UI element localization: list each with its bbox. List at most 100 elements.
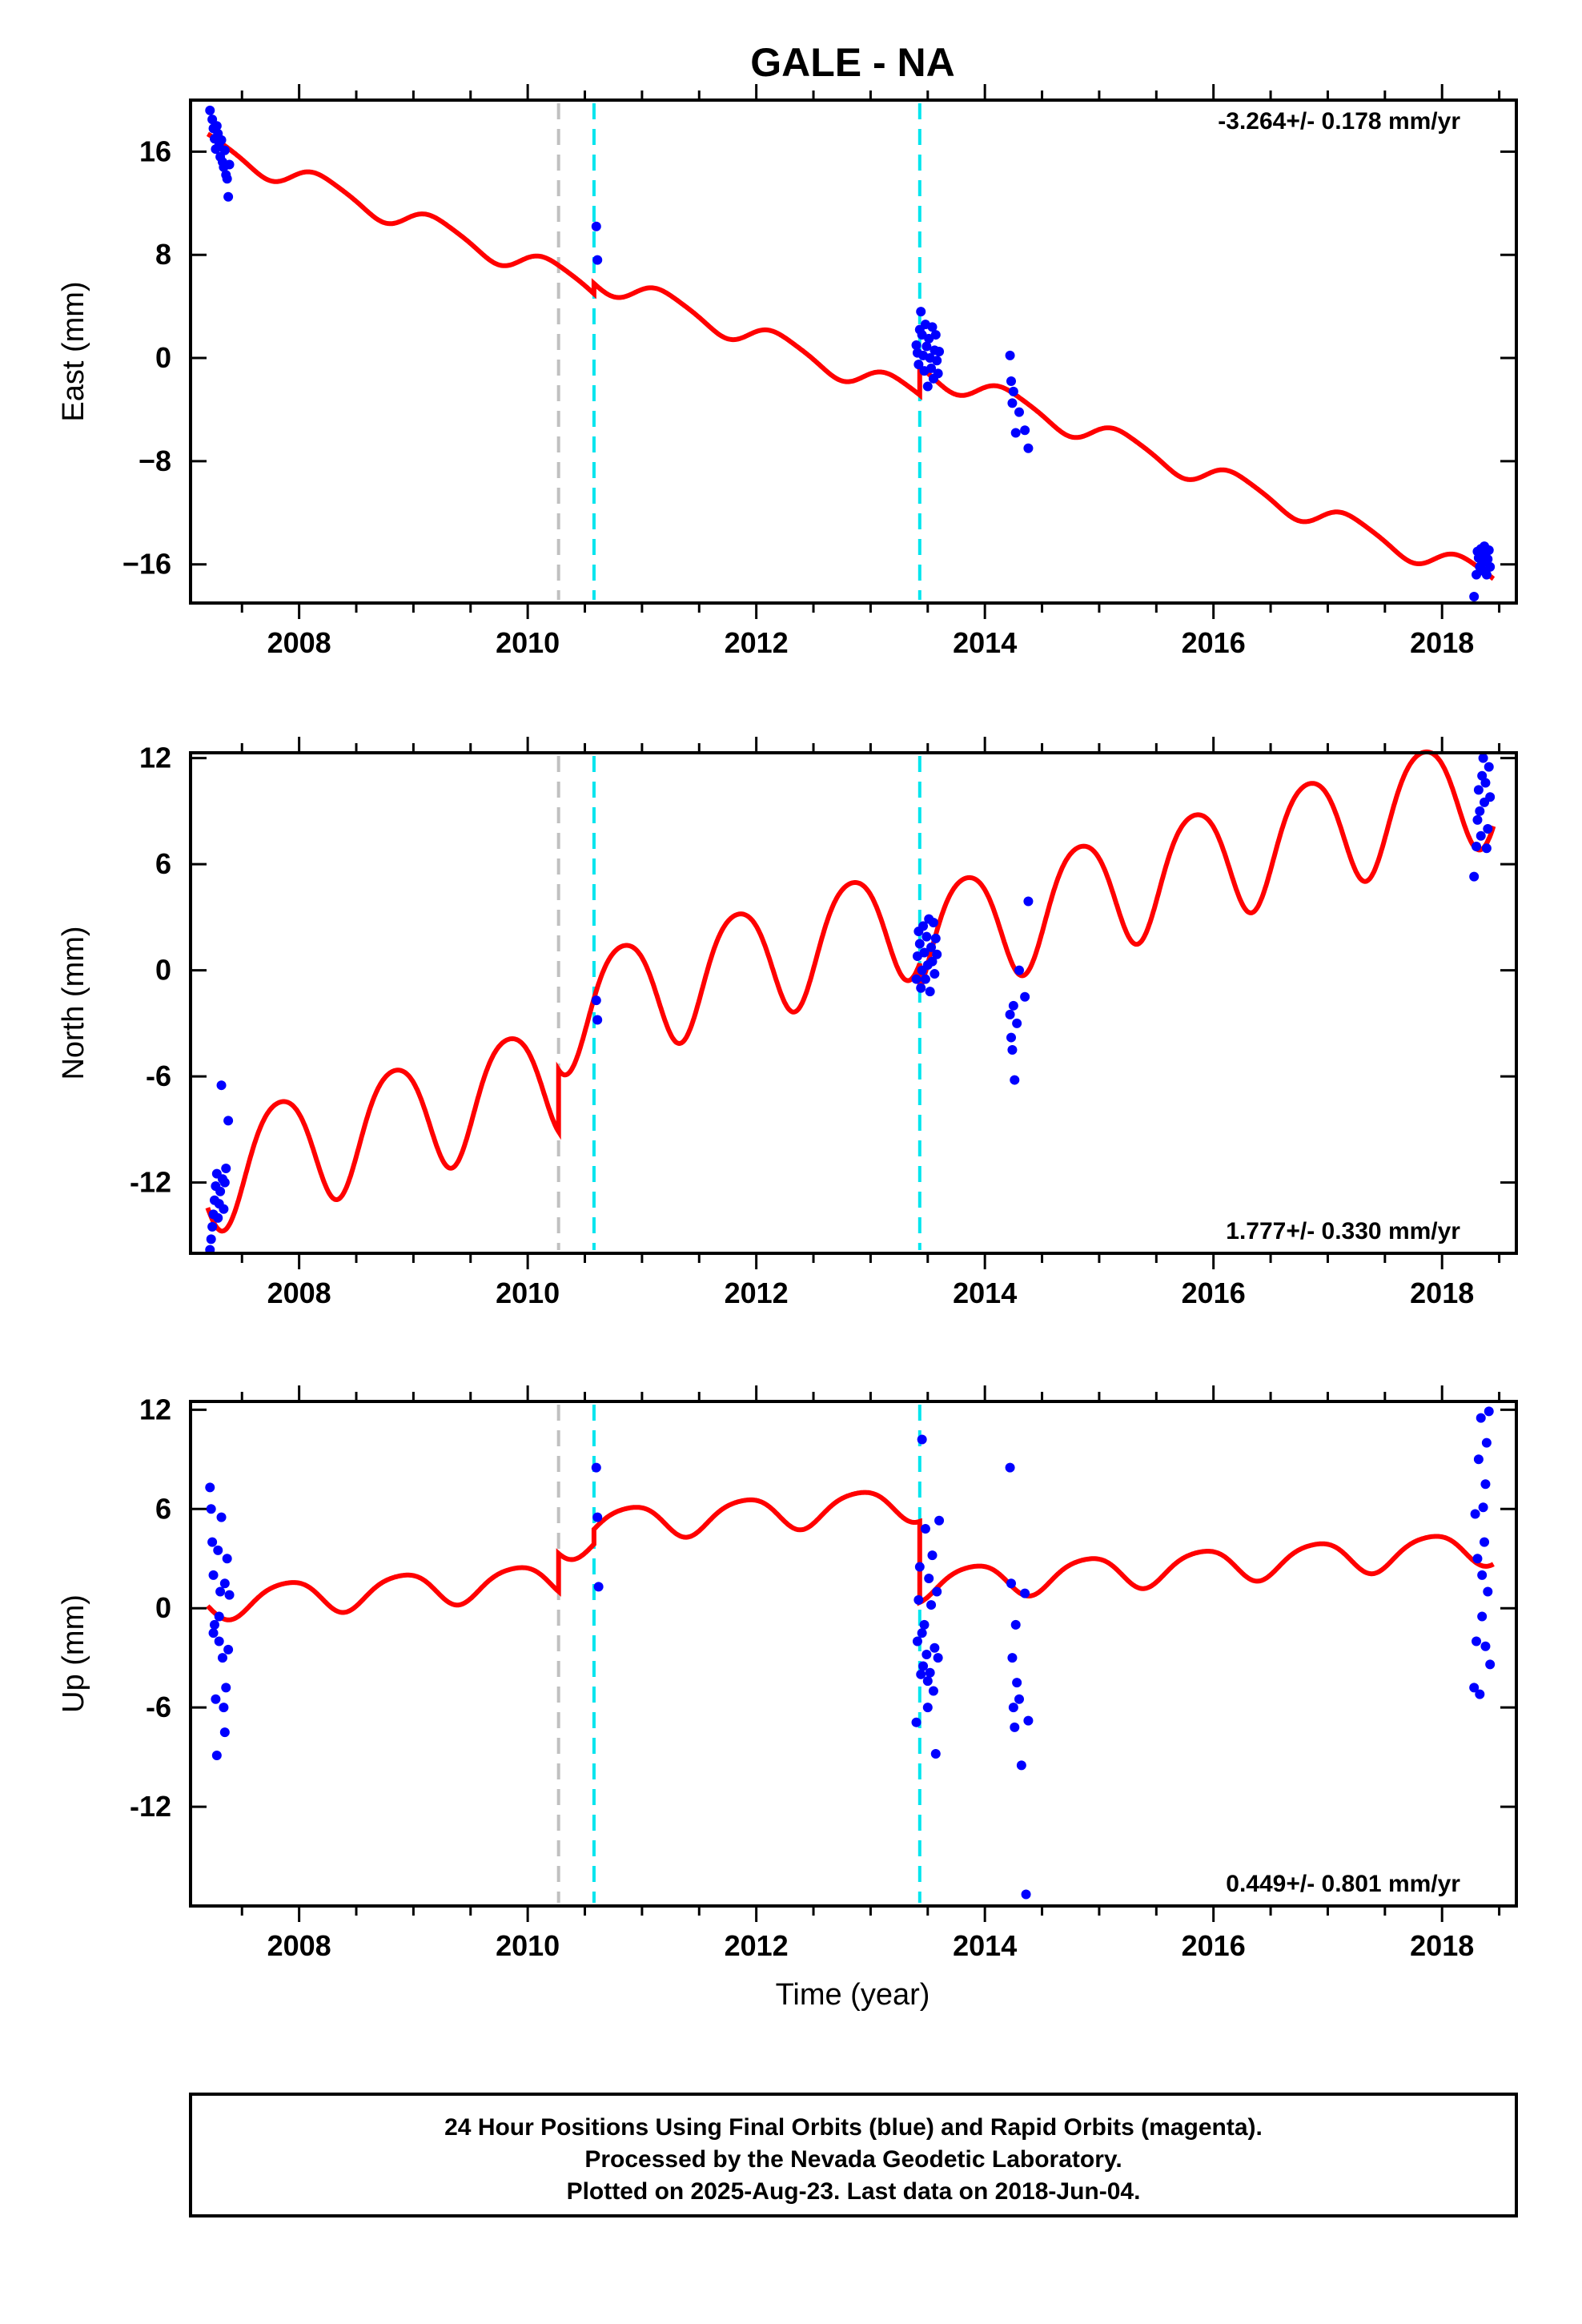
- north-data-point: [1476, 830, 1486, 841]
- up-data-point: [913, 1594, 924, 1605]
- east-data-point: [1007, 398, 1018, 408]
- up-data-point: [1008, 1703, 1018, 1713]
- up-data-point: [223, 1644, 234, 1655]
- x-tick-label: 2008: [267, 626, 331, 659]
- y-tick-label: 16: [139, 135, 171, 167]
- up-y-ticks: 12 6 0 -6 -12: [130, 1393, 1516, 1823]
- north-data-point: [919, 947, 930, 958]
- north-data-point: [215, 1186, 226, 1196]
- y-tick-label: 6: [155, 847, 171, 880]
- north-data-point: [918, 921, 929, 931]
- footer-line-3: Plotted on 2025-Aug-23. Last data on 201…: [567, 2178, 1141, 2205]
- y-tick-label: −8: [139, 444, 171, 477]
- east-data-point: [216, 135, 227, 145]
- x-tick-label: 2010: [496, 626, 560, 659]
- east-data-point: [223, 191, 234, 202]
- north-data-point: [216, 1080, 227, 1091]
- up-data-point: [1478, 1502, 1488, 1513]
- x-tick-label: 2008: [267, 1929, 331, 1962]
- north-data-point: [1472, 814, 1483, 825]
- north-data-point: [1483, 823, 1493, 834]
- x-tick-label: 2008: [267, 1277, 331, 1309]
- up-data-point: [1014, 1694, 1024, 1704]
- east-data-point: [1485, 561, 1496, 572]
- east-data-point: [930, 330, 941, 340]
- east-data-point: [926, 363, 937, 373]
- x-tick-label: 2012: [725, 1929, 789, 1962]
- y-tick-label: 6: [155, 1492, 171, 1525]
- east-data-point: [1005, 350, 1015, 360]
- y-tick-label: -6: [146, 1691, 171, 1723]
- east-data-point: [1481, 569, 1492, 580]
- north-data-point: [1472, 842, 1482, 852]
- up-data-point: [208, 1628, 219, 1638]
- x-tick-label: 2016: [1182, 1277, 1246, 1309]
- up-data-point: [1010, 1619, 1021, 1630]
- north-data-point: [1005, 1009, 1015, 1019]
- north-panel: 12 6 0 -6 -12 2008 2010 2012 2014 2016 2018 North…: [57, 737, 1518, 1309]
- north-data-point: [930, 933, 941, 943]
- up-rate-label: 0.449+/- 0.801 mm/yr: [1226, 1871, 1460, 1897]
- north-data-point: [930, 969, 940, 979]
- up-data-point: [934, 1515, 945, 1526]
- north-data-point: [206, 1234, 216, 1244]
- east-rate-label: -3.264+/- 0.178 mm/yr: [1218, 108, 1460, 135]
- north-data-point: [920, 974, 930, 984]
- east-data-point: [205, 105, 215, 115]
- y-tick-label: -6: [146, 1059, 171, 1092]
- x-tick-label: 2014: [953, 1929, 1017, 1962]
- north-x-ticks: 2008 2010 2012 2014 2016 2018: [240, 737, 1501, 1309]
- north-data-point: [916, 983, 926, 993]
- up-data-point: [930, 1748, 941, 1759]
- east-panel: 16 8 0 −8 −16 2008 2010 2012 2014 2016 2018 East …: [57, 84, 1518, 659]
- east-data-point: [913, 360, 924, 370]
- x-tick-label: 2012: [725, 626, 789, 659]
- north-data-point: [1478, 753, 1488, 763]
- up-data-point: [932, 1586, 942, 1597]
- up-data-point: [1485, 1659, 1496, 1670]
- north-data-point: [219, 1177, 230, 1188]
- up-data-point: [911, 1717, 921, 1727]
- up-data-point: [211, 1751, 222, 1761]
- north-points: [205, 753, 1496, 1255]
- x-tick-label: 2018: [1410, 1277, 1474, 1309]
- up-data-point: [924, 1574, 934, 1584]
- x-tick-label: 2010: [496, 1277, 560, 1309]
- up-data-point: [1472, 1636, 1482, 1647]
- east-data-point: [933, 368, 943, 379]
- east-data-point: [1014, 407, 1024, 417]
- up-data-point: [206, 1504, 216, 1514]
- north-data-point: [914, 939, 925, 949]
- up-data-point: [1007, 1653, 1018, 1663]
- north-data-point: [1014, 965, 1024, 975]
- y-tick-label: 12: [139, 742, 171, 774]
- y-tick-label: -12: [130, 1790, 171, 1823]
- north-data-point: [207, 1221, 218, 1232]
- up-data-point: [1021, 1889, 1031, 1900]
- up-data-point: [1023, 1715, 1034, 1726]
- up-data-point: [219, 1727, 230, 1738]
- up-x-ticks: 2008 2010 2012 2014 2016 2018: [240, 1385, 1501, 1962]
- up-data-point: [1472, 1554, 1483, 1564]
- up-data-point: [1477, 1611, 1488, 1622]
- up-data-point: [1475, 1689, 1485, 1699]
- north-data-point: [1007, 1045, 1018, 1055]
- east-model-line: [206, 131, 1496, 581]
- footer-box: 24 Hour Positions Using Final Orbits (bl…: [189, 2093, 1518, 2217]
- x-tick-label: 2014: [953, 626, 1017, 659]
- east-x-ticks: 2008 2010 2012 2014 2016 2018: [240, 84, 1501, 659]
- east-y-ticks: 16 8 0 −8 −16: [122, 135, 1516, 581]
- up-data-point: [922, 1703, 933, 1713]
- north-data-point: [591, 995, 601, 1006]
- up-data-point: [1005, 1462, 1015, 1473]
- east-data-point: [911, 340, 921, 350]
- east-y-axis-label: East (mm): [57, 281, 90, 421]
- y-tick-label: 0: [155, 954, 171, 987]
- up-data-point: [592, 1512, 603, 1522]
- north-data-point: [926, 942, 937, 952]
- north-model-line: [205, 749, 1496, 1234]
- north-data-point: [1469, 871, 1480, 882]
- north-data-point: [1485, 792, 1496, 802]
- up-data-point: [591, 1462, 601, 1473]
- up-data-point: [1477, 1570, 1488, 1580]
